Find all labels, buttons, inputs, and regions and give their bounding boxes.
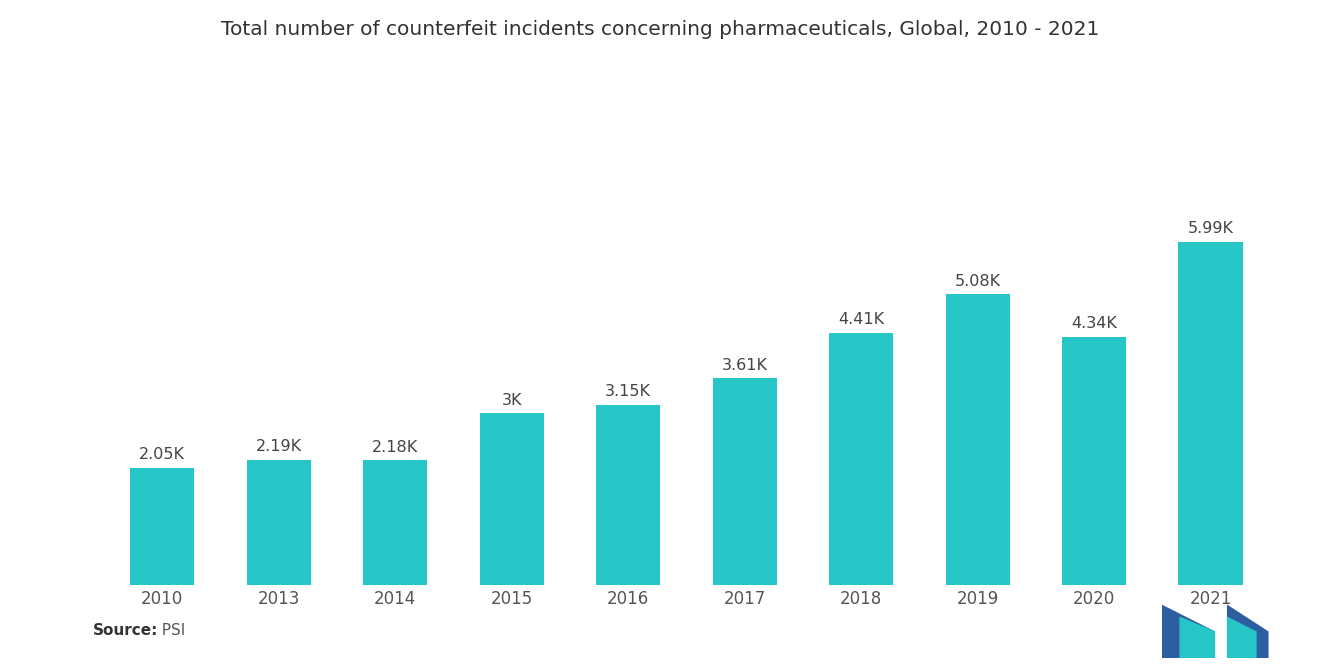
Bar (479, 414, 544, 585)
Polygon shape (1226, 616, 1257, 658)
Bar (131, 467, 194, 585)
Text: 3.15K: 3.15K (605, 384, 651, 399)
Text: 2.05K: 2.05K (140, 447, 185, 462)
Bar (1179, 242, 1242, 585)
Text: Source:: Source: (92, 623, 158, 638)
Text: PSI: PSI (152, 623, 185, 638)
Bar (363, 460, 428, 585)
Text: Total number of counterfeit incidents concerning pharmaceuticals, Global, 2010 -: Total number of counterfeit incidents co… (220, 20, 1100, 39)
Bar (247, 460, 310, 585)
Bar (1063, 336, 1126, 585)
Bar (829, 332, 894, 585)
Text: 3.61K: 3.61K (722, 358, 768, 373)
Text: 5.08K: 5.08K (954, 273, 1001, 289)
Text: 5.99K: 5.99K (1188, 221, 1233, 237)
Polygon shape (1226, 604, 1269, 658)
Bar (597, 405, 660, 585)
Text: 4.34K: 4.34K (1071, 316, 1117, 331)
Text: 4.41K: 4.41K (838, 312, 884, 327)
Bar (945, 295, 1010, 585)
Text: 2.18K: 2.18K (372, 440, 418, 455)
Text: 2.19K: 2.19K (256, 439, 302, 454)
Polygon shape (1179, 616, 1214, 658)
Text: 3K: 3K (502, 392, 521, 408)
Bar (713, 378, 776, 585)
Polygon shape (1162, 604, 1214, 658)
